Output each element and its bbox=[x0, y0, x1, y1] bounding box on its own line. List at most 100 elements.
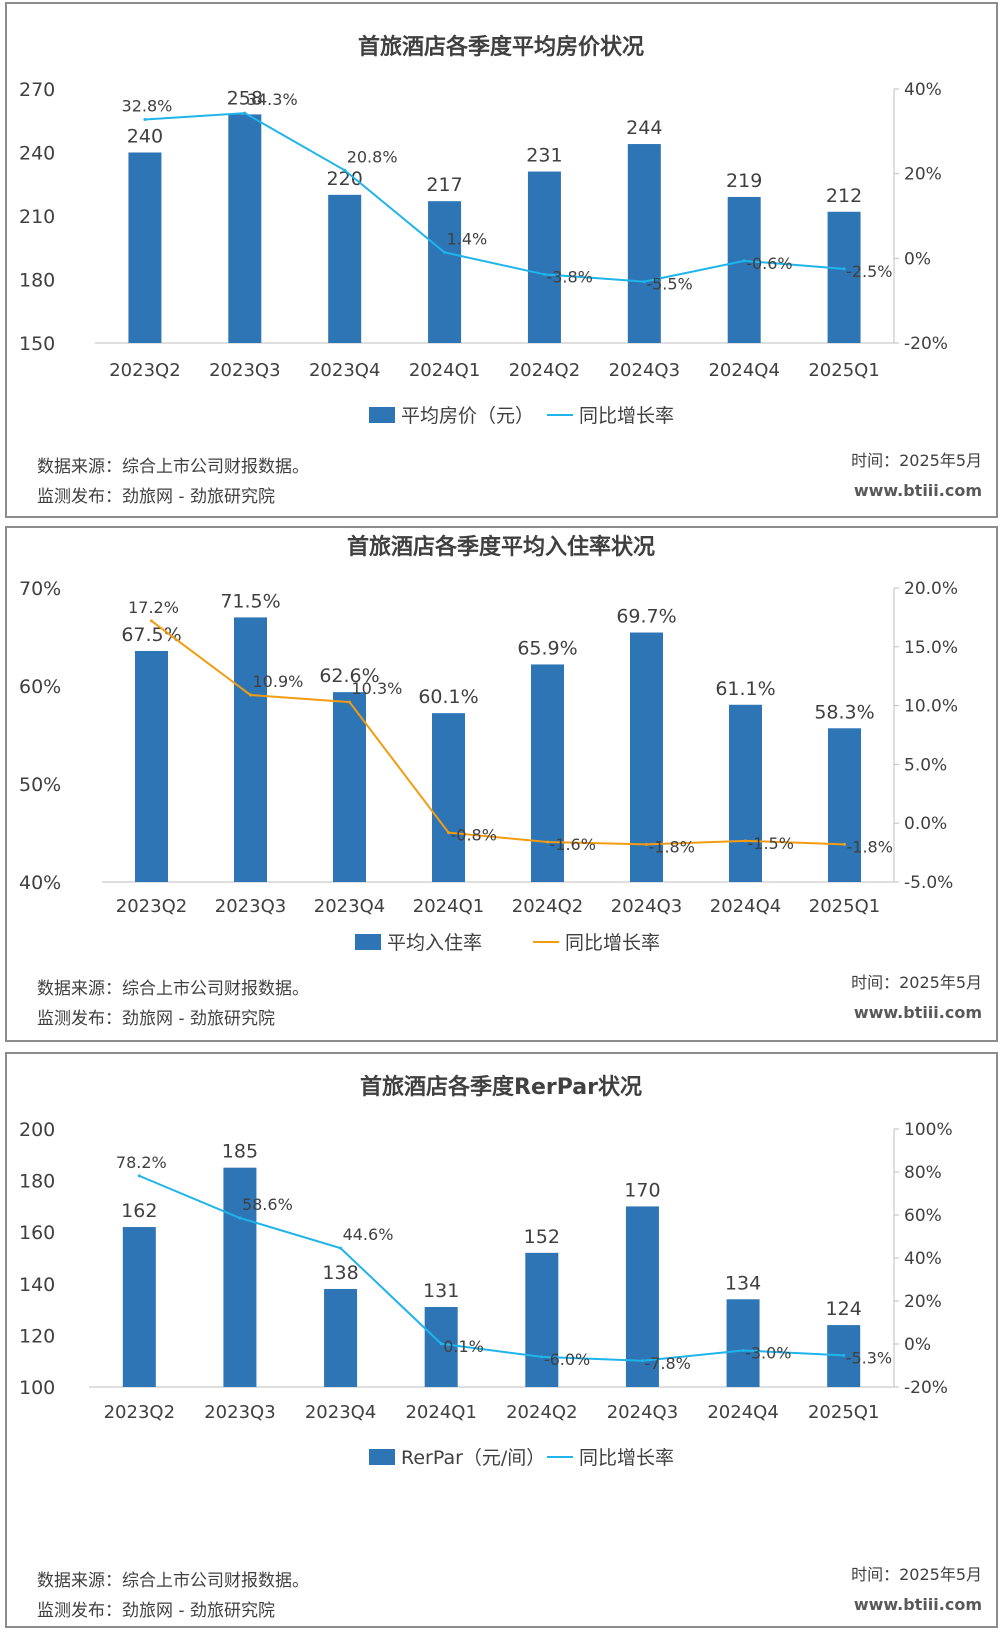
footer-source: 数据来源：综合上市公司财报数据。 监测发布：劲旅网 - 劲旅研究院 bbox=[37, 974, 309, 1034]
avg-price-chart: 首旅酒店各季度平均房价状况 150 180 210 240 270 -20% 0% 20% 40%… bbox=[19, 34, 948, 427]
chart-panel-occupancy: 首旅酒店各季度平均入住率状况 40% 50% 60% 70% -5.0% 0.0% 5.0% 1… bbox=[5, 526, 998, 1042]
bar bbox=[625, 1206, 659, 1387]
bar-value-label: 61.1% bbox=[715, 678, 775, 700]
y-right-tick-label: 40% bbox=[904, 80, 942, 100]
x-tick-label: 2023Q2 bbox=[109, 360, 180, 381]
growth-rate-label: -3.8% bbox=[546, 267, 592, 286]
y-tick-label: 140 bbox=[19, 1274, 55, 1296]
growth-rate-point bbox=[439, 1342, 443, 1346]
x-tick-label: 2024Q3 bbox=[611, 896, 682, 917]
growth-rate-line bbox=[138, 1174, 844, 1362]
publisher-text: 监测发布：劲旅网 - 劲旅研究院 bbox=[37, 1601, 275, 1621]
legend-bar-swatch bbox=[355, 934, 381, 950]
publisher-text: 监测发布：劲旅网 - 劲旅研究院 bbox=[37, 487, 275, 507]
x-tick-label: 2023Q3 bbox=[204, 1402, 275, 1423]
y-right-tick-label: -20% bbox=[904, 1378, 948, 1398]
legend-bar-label: 平均房价（元） bbox=[401, 405, 534, 427]
bar bbox=[630, 632, 663, 882]
bar-value-label: 170 bbox=[624, 1179, 660, 1201]
bar-value-label: 134 bbox=[725, 1272, 761, 1294]
chart-title: 首旅酒店各季度平均房价状况 bbox=[358, 34, 644, 60]
bar-value-label: 124 bbox=[826, 1298, 862, 1320]
bar bbox=[328, 194, 362, 343]
y-right-tick-label: 5.0% bbox=[904, 755, 947, 775]
footer-meta: 时间：2025年5月 www.btiii.com bbox=[851, 1560, 982, 1620]
y-tick-label: 60% bbox=[19, 676, 61, 698]
growth-rate-point bbox=[339, 1246, 343, 1250]
site-url: www.btiii.com bbox=[853, 1595, 982, 1614]
growth-rate-point bbox=[143, 117, 147, 121]
growth-rate-label: -2.5% bbox=[846, 262, 892, 281]
growth-rate-point bbox=[249, 693, 252, 697]
x-tick-label: 2025Q1 bbox=[808, 1402, 879, 1423]
growth-rate-point bbox=[744, 839, 747, 843]
y-tick-label: 70% bbox=[19, 578, 61, 600]
growth-rate-point bbox=[842, 267, 846, 271]
y-right-tick-label: 100% bbox=[904, 1120, 953, 1140]
legend-line-label: 同比增长率 bbox=[579, 1447, 674, 1469]
growth-rate-label: -1.8% bbox=[649, 837, 695, 856]
bar-value-label: 131 bbox=[423, 1280, 459, 1302]
bar-value-label: 244 bbox=[626, 117, 662, 139]
y-right-tick-label: 20.0% bbox=[904, 579, 958, 599]
y-tick-label: 180 bbox=[19, 270, 55, 292]
chart-panel-revpar: 首旅酒店各季度RerPar状况 100 120 140 160 180 200 -20% 0% 2… bbox=[5, 1052, 998, 1628]
bar bbox=[324, 1288, 358, 1387]
growth-rate-label: -5.3% bbox=[846, 1348, 892, 1367]
x-tick-label: 2024Q1 bbox=[409, 360, 480, 381]
y-tick-label: 40% bbox=[19, 872, 61, 894]
growth-rate-line bbox=[144, 112, 845, 283]
bar bbox=[531, 664, 564, 882]
growth-rate-point bbox=[542, 272, 546, 276]
growth-rate-point bbox=[443, 250, 447, 254]
growth-rate-point bbox=[842, 1353, 846, 1357]
y-right-tick-label: 10.0% bbox=[904, 697, 958, 717]
y-right-tick-label: 15.0% bbox=[904, 638, 958, 658]
growth-rate-label: 10.3% bbox=[352, 679, 403, 698]
growth-rate-label: -6.0% bbox=[544, 1350, 590, 1369]
x-tick-label: 2024Q1 bbox=[405, 1402, 476, 1423]
growth-rate-label: -0.6% bbox=[746, 254, 792, 273]
bar-value-label: 65.9% bbox=[517, 637, 577, 659]
x-tick-label: 2025Q1 bbox=[809, 896, 880, 917]
growth-rate-point bbox=[642, 280, 646, 284]
growth-rate-point bbox=[447, 831, 450, 835]
legend-line-label: 同比增长率 bbox=[579, 405, 674, 427]
x-tick-label: 2025Q1 bbox=[808, 360, 879, 381]
footer-source: 数据来源：综合上市公司财报数据。 监测发布：劲旅网 - 劲旅研究院 bbox=[37, 1566, 309, 1626]
bar-value-label: 220 bbox=[327, 168, 363, 190]
growth-rate-label: -5.5% bbox=[646, 275, 692, 294]
x-tick-label: 2024Q1 bbox=[413, 896, 484, 917]
bar bbox=[128, 152, 162, 343]
bar bbox=[729, 704, 762, 882]
growth-rate-label: 17.2% bbox=[128, 598, 179, 617]
y-tick-label: 270 bbox=[19, 79, 55, 101]
chart-title: 首旅酒店各季度RerPar状况 bbox=[360, 1074, 642, 1100]
footer-meta: 时间：2025年5月 www.btiii.com bbox=[851, 446, 982, 506]
growth-rate-label: 10.9% bbox=[253, 672, 304, 691]
bar bbox=[432, 713, 465, 882]
bar-value-label: 67.5% bbox=[121, 624, 181, 646]
bar-value-label: 217 bbox=[426, 174, 462, 196]
y-tick-label: 210 bbox=[19, 206, 55, 228]
bar bbox=[727, 196, 761, 343]
bar bbox=[424, 1307, 458, 1387]
bar bbox=[228, 114, 262, 344]
y-right-tick-label: 0% bbox=[904, 1335, 931, 1355]
growth-rate-point bbox=[150, 619, 153, 623]
chart-title: 首旅酒店各季度平均入住率状况 bbox=[347, 534, 655, 560]
bar-value-label: 71.5% bbox=[220, 590, 280, 612]
growth-rate-point bbox=[243, 111, 247, 115]
bar-value-label: 185 bbox=[222, 1141, 258, 1163]
growth-rate-point bbox=[742, 259, 746, 263]
growth-rate-label: 58.6% bbox=[242, 1195, 293, 1214]
bar bbox=[333, 692, 366, 882]
y-tick-label: 200 bbox=[19, 1119, 55, 1141]
growth-rate-point bbox=[741, 1348, 745, 1352]
date-text: 时间：2025年5月 bbox=[851, 1565, 982, 1584]
bar bbox=[223, 1167, 257, 1387]
chart-panel-avg-price: 首旅酒店各季度平均房价状况 150 180 210 240 270 -20% 0% 20% 40%… bbox=[5, 2, 998, 518]
x-tick-label: 2023Q2 bbox=[104, 1402, 175, 1423]
y-right-tick-label: -5.0% bbox=[904, 873, 953, 893]
bar-value-label: 58.3% bbox=[814, 701, 874, 723]
